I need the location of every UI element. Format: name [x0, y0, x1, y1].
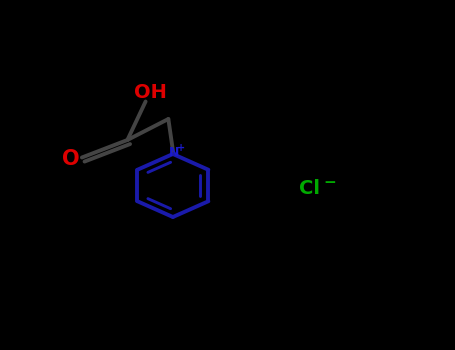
Text: Cl: Cl [299, 180, 320, 198]
Text: +: + [177, 144, 185, 153]
Text: −: − [324, 175, 336, 190]
Text: OH: OH [134, 83, 167, 102]
Text: N: N [169, 146, 179, 160]
Text: O: O [62, 149, 79, 169]
